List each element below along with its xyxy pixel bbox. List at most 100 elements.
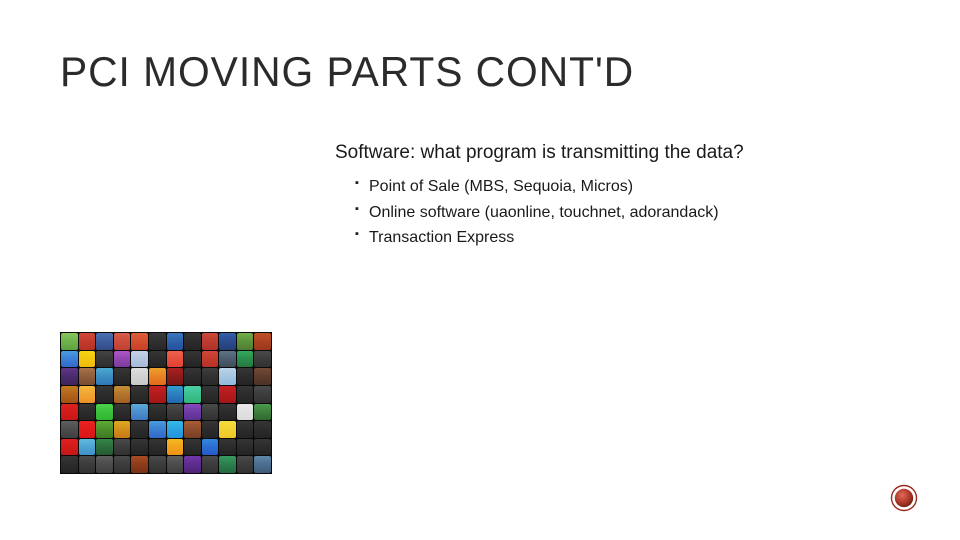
app-icon <box>96 404 113 421</box>
app-icon <box>219 386 236 403</box>
app-icon <box>114 351 131 368</box>
app-icon <box>254 404 271 421</box>
app-icon <box>96 421 113 438</box>
app-icon <box>79 386 96 403</box>
app-icon <box>237 368 254 385</box>
app-icon <box>202 439 219 456</box>
app-icon <box>114 368 131 385</box>
app-icon <box>131 439 148 456</box>
app-icon <box>237 439 254 456</box>
app-icon <box>202 421 219 438</box>
slide: PCI MOVING PARTS CONT'D Software: what p… <box>0 0 960 540</box>
bullet-item: Transaction Express <box>355 225 900 251</box>
app-icon <box>202 351 219 368</box>
app-icon <box>79 404 96 421</box>
app-icon <box>131 368 148 385</box>
app-icon <box>219 333 236 350</box>
app-icon <box>61 421 78 438</box>
app-icon <box>96 439 113 456</box>
app-icon <box>167 333 184 350</box>
app-icon <box>202 333 219 350</box>
slide-body: Software: what program is transmitting t… <box>335 142 900 251</box>
app-icon <box>184 421 201 438</box>
app-icon <box>61 439 78 456</box>
slide-subtitle: Software: what program is transmitting t… <box>335 142 900 164</box>
app-icon <box>96 368 113 385</box>
app-icon <box>79 368 96 385</box>
bullet-item: Point of Sale (MBS, Sequoia, Micros) <box>355 174 900 200</box>
app-icon <box>149 456 166 473</box>
app-icon <box>202 368 219 385</box>
app-icon <box>237 456 254 473</box>
app-icon <box>254 368 271 385</box>
app-icon <box>184 333 201 350</box>
app-icon <box>219 456 236 473</box>
app-icon <box>149 421 166 438</box>
app-icon <box>96 333 113 350</box>
app-icon <box>219 368 236 385</box>
app-icon <box>254 421 271 438</box>
app-icon <box>254 386 271 403</box>
app-icon <box>167 351 184 368</box>
app-icon <box>167 404 184 421</box>
app-icon <box>79 333 96 350</box>
app-icon <box>184 456 201 473</box>
app-icon <box>61 368 78 385</box>
bullet-list: Point of Sale (MBS, Sequoia, Micros) Onl… <box>335 174 900 251</box>
app-icon <box>167 439 184 456</box>
app-icon <box>114 404 131 421</box>
app-icon <box>167 368 184 385</box>
app-icon <box>131 351 148 368</box>
app-icon <box>61 404 78 421</box>
app-icon <box>202 386 219 403</box>
slide-badge-icon <box>890 484 918 512</box>
app-icon <box>202 456 219 473</box>
app-icon <box>149 386 166 403</box>
app-icon <box>96 351 113 368</box>
app-icon <box>131 456 148 473</box>
app-icon <box>237 386 254 403</box>
app-icon <box>184 404 201 421</box>
app-icon <box>184 351 201 368</box>
app-icon <box>184 368 201 385</box>
icon-grid <box>60 332 272 474</box>
app-icon <box>114 439 131 456</box>
app-icon <box>114 386 131 403</box>
app-icon <box>219 421 236 438</box>
app-icon <box>131 404 148 421</box>
app-icon <box>61 351 78 368</box>
app-icon <box>254 456 271 473</box>
app-icon <box>61 333 78 350</box>
app-icon <box>237 404 254 421</box>
app-icon <box>149 439 166 456</box>
app-icon <box>254 351 271 368</box>
app-icon <box>61 456 78 473</box>
app-icon <box>202 404 219 421</box>
app-icon <box>149 368 166 385</box>
app-icon <box>79 439 96 456</box>
app-icon <box>184 439 201 456</box>
app-icon <box>114 456 131 473</box>
app-icon <box>237 351 254 368</box>
app-icon <box>79 421 96 438</box>
app-icon <box>167 456 184 473</box>
app-icon <box>61 386 78 403</box>
app-icon <box>254 333 271 350</box>
app-icon <box>114 333 131 350</box>
app-icon <box>131 386 148 403</box>
app-icon <box>167 421 184 438</box>
app-icon <box>96 386 113 403</box>
app-icon <box>114 421 131 438</box>
app-icon <box>167 386 184 403</box>
app-icon <box>131 421 148 438</box>
app-icon <box>149 404 166 421</box>
app-icon <box>149 333 166 350</box>
app-icon <box>219 439 236 456</box>
app-icon <box>219 404 236 421</box>
slide-title: PCI MOVING PARTS CONT'D <box>60 48 875 96</box>
app-icon <box>237 421 254 438</box>
app-icon <box>79 351 96 368</box>
bullet-item: Online software (uaonline, touchnet, ado… <box>355 200 900 226</box>
app-icon <box>219 351 236 368</box>
app-icon <box>237 333 254 350</box>
